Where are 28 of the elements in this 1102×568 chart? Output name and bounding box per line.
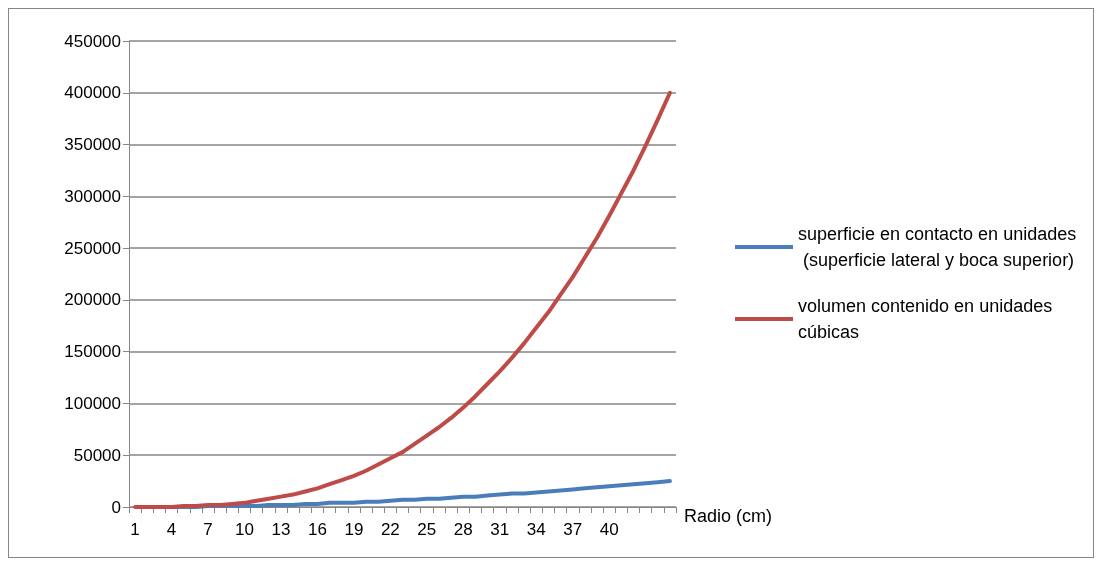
x-tick-label: 16 <box>307 520 327 539</box>
y-tick-label: 100000 <box>64 393 121 413</box>
x-tick-label: 4 <box>166 520 177 539</box>
y-tick-label: 250000 <box>64 238 121 258</box>
x-tick-label: 10 <box>235 520 254 539</box>
x-tick-label: 19 <box>344 520 364 539</box>
y-tick-label: 200000 <box>64 290 121 310</box>
y-tick-label: 0 <box>111 497 121 517</box>
x-tick-label: 25 <box>417 520 437 539</box>
y-tick-label: 300000 <box>64 186 121 206</box>
y-tick-label: 150000 <box>64 342 121 362</box>
x-axis-title: Radio (cm) <box>684 506 773 526</box>
y-tick-label: 400000 <box>64 83 121 103</box>
x-tick-label: 34 <box>526 520 546 539</box>
x-tick-label: 13 <box>271 520 291 539</box>
x-tick-label: 7 <box>203 520 213 539</box>
y-tick-label: 450000 <box>64 31 121 51</box>
x-tick-label: 22 <box>380 520 400 539</box>
x-tick-label: 1 <box>130 520 140 539</box>
legend-label: volumen contenido en unidades cúbicas <box>798 296 1058 342</box>
x-tick-label: 40 <box>599 520 619 539</box>
x-tick-label: 31 <box>490 520 510 539</box>
line-series <box>133 90 672 509</box>
x-tick-label: 37 <box>563 520 583 539</box>
y-tick-label: 50000 <box>73 445 121 465</box>
legend-label: superficie en contacto en unidades (superficie lateral y boca superior) <box>798 224 1077 270</box>
x-tick-label: 28 <box>453 520 473 539</box>
y-tick-label: 350000 <box>64 135 121 155</box>
